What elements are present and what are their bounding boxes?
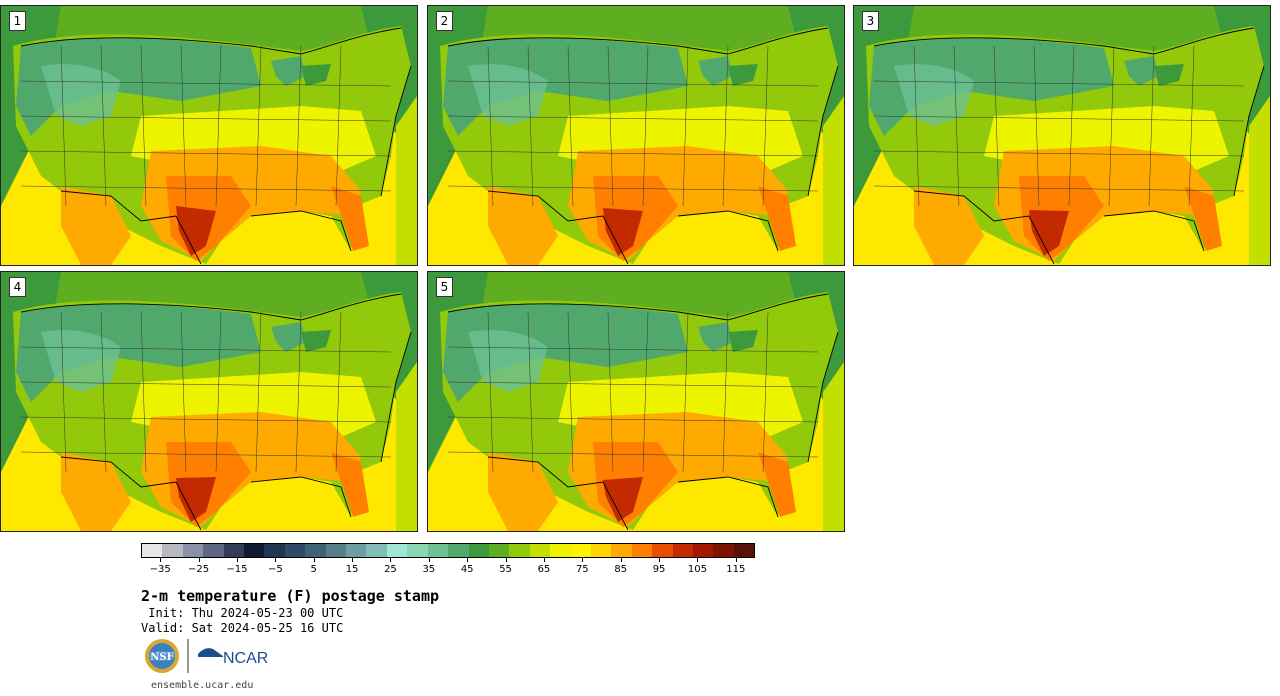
colorbar-tick-label: 55 [499, 564, 512, 575]
colorbar-tick-label: 65 [537, 564, 551, 575]
colorbar-tick-label: 25 [384, 564, 397, 575]
colorbar-tick [697, 558, 699, 562]
colorbar-segment [244, 544, 265, 557]
colorbar-tick [582, 558, 584, 562]
colorbar-ticks: −35 −25 −15 −5 5 15 25 35 45 55 65 75 85 95 105 115 [141, 558, 755, 578]
colorbar-segment [713, 544, 734, 557]
temperature-map [428, 272, 844, 531]
colorbar-segment [468, 544, 489, 557]
colorbar-tick-label: 85 [614, 564, 628, 575]
colorbar-segment [182, 544, 204, 557]
colorbar-segment [427, 544, 449, 557]
colorbar-segment [346, 544, 367, 557]
colorbar-tick-label: 105 [687, 564, 707, 575]
temperature-map [428, 6, 844, 265]
map-panel-4: 4 [0, 271, 418, 532]
colorbar-tick-label: 75 [575, 564, 589, 575]
colorbar-tick-label: −15 [226, 564, 248, 575]
colorbar-tick [160, 558, 162, 562]
colorbar-segment [305, 544, 326, 557]
colorbar-segment [631, 544, 653, 557]
colorbar-tick-label: 5 [310, 564, 317, 575]
panel-number: 2 [436, 11, 453, 31]
colorbar-tick [543, 558, 545, 562]
colorbar-segment [509, 544, 530, 557]
logos: NSF NCAR [145, 639, 268, 673]
colorbar-tick [352, 558, 354, 562]
colorbar-segment [162, 544, 183, 557]
map-panel-5: 5 [427, 271, 845, 532]
colorbar-segment [386, 544, 408, 557]
colorbar-segment [203, 544, 224, 557]
colorbar-tick-label: 95 [652, 564, 666, 575]
colorbar-tick [390, 558, 392, 562]
colorbar-tick [198, 558, 200, 562]
init-time: Init: Thu 2024-05-23 00 UTC [141, 606, 344, 620]
colorbar [141, 543, 755, 558]
colorbar-segment [590, 544, 612, 557]
colorbar-tick-label: 115 [726, 564, 746, 575]
colorbar-tick-label: 15 [345, 564, 359, 575]
colorbar-segment [672, 544, 693, 557]
panel-number: 1 [9, 11, 26, 31]
colorbar-segment [448, 544, 469, 557]
temperature-map [1, 6, 417, 265]
valid-time: Valid: Sat 2024-05-25 16 UTC [141, 621, 344, 635]
site-url: ensemble.ucar.edu [151, 680, 254, 691]
colorbar-segment [325, 544, 347, 557]
colorbar-tick [275, 558, 277, 562]
ncar-logo: NCAR [198, 648, 268, 667]
colorbar-tick [467, 558, 469, 562]
colorbar-tick [659, 558, 661, 562]
colorbar-segment [529, 544, 551, 557]
plot-title: 2-m temperature (F) postage stamp [141, 587, 440, 605]
colorbar-tick [620, 558, 622, 562]
colorbar-segment [284, 544, 306, 557]
colorbar-segment [407, 544, 428, 557]
colorbar-tick-label: −25 [188, 564, 210, 575]
map-panel-1: 1 [0, 5, 418, 266]
colorbar-segment [652, 544, 673, 557]
colorbar-tick [428, 558, 430, 562]
colorbar-tick-label: 45 [460, 564, 474, 575]
panel-number: 5 [436, 277, 453, 297]
colorbar-segment [142, 544, 163, 557]
colorbar-tick [505, 558, 507, 562]
colorbar-tick [313, 558, 315, 562]
nsf-logo-text: NSF [150, 652, 173, 663]
colorbar-tick-label: −35 [149, 564, 171, 575]
colorbar-segment [550, 544, 571, 557]
colorbar-segment [733, 544, 755, 557]
colorbar-segment [692, 544, 714, 557]
map-panel-2: 2 [427, 5, 845, 266]
ncar-logo-text: NCAR [223, 650, 268, 667]
panel-number: 3 [862, 11, 879, 31]
colorbar-segment [488, 544, 510, 557]
colorbar-tick [236, 558, 238, 562]
colorbar-tick-label: 35 [422, 564, 436, 575]
temperature-map [1, 272, 417, 531]
nsf-logo: NSF [145, 639, 179, 673]
colorbar-segment [366, 544, 387, 557]
colorbar-segment [264, 544, 285, 557]
colorbar-segment [223, 544, 245, 557]
colorbar-segment [611, 544, 632, 557]
map-panel-3: 3 [853, 5, 1271, 266]
colorbar-segment [570, 544, 591, 557]
temperature-map [854, 6, 1270, 265]
colorbar-tick [735, 558, 737, 562]
panel-number: 4 [9, 277, 26, 297]
colorbar-tick-label: −5 [267, 564, 283, 575]
